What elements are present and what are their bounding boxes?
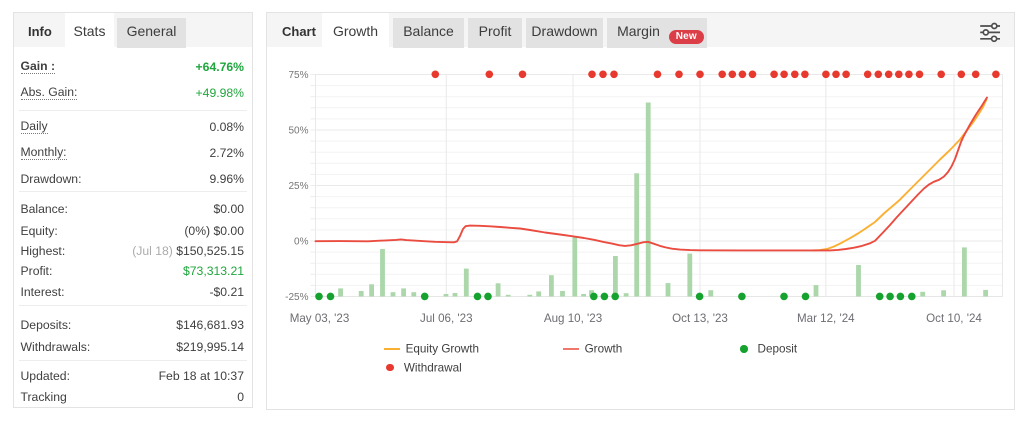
svg-text:Mar 12, '24: Mar 12, '24	[797, 312, 855, 325]
svg-text:25%: 25%	[288, 181, 308, 192]
svg-text:0%: 0%	[294, 237, 309, 248]
svg-text:75%: 75%	[288, 70, 308, 81]
svg-text:May 03, '23: May 03, '23	[290, 312, 350, 325]
svg-text:50%: 50%	[288, 126, 308, 137]
svg-text:Oct 10, '24: Oct 10, '24	[926, 312, 982, 325]
svg-text:-25%: -25%	[285, 292, 308, 303]
svg-text:Oct 13, '23: Oct 13, '23	[672, 312, 728, 325]
svg-text:Aug 10, '23: Aug 10, '23	[544, 312, 602, 325]
svg-text:Jul 06, '23: Jul 06, '23	[420, 312, 473, 325]
